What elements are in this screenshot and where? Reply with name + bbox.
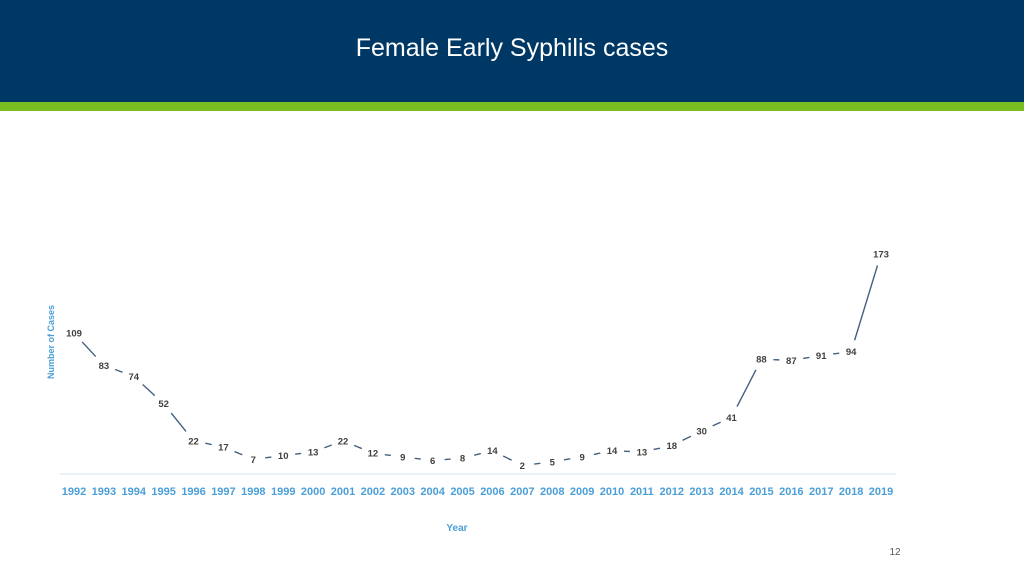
data-label: 17 bbox=[218, 442, 229, 453]
series-line-segment bbox=[653, 447, 661, 451]
x-tick-label: 2019 bbox=[869, 486, 893, 498]
x-tick-label: 2016 bbox=[779, 486, 803, 498]
x-tick-label: 2005 bbox=[450, 486, 474, 498]
x-tick-label: 2009 bbox=[570, 486, 594, 498]
x-tick-label: 1992 bbox=[62, 486, 86, 498]
data-label: 18 bbox=[666, 441, 677, 452]
x-tick-label: 2013 bbox=[689, 486, 713, 498]
series-line-segment bbox=[563, 458, 571, 461]
series-line-segment bbox=[205, 442, 212, 446]
series-line-segment bbox=[534, 462, 541, 465]
data-labels: 109 83 74 52 22 17 7 10 13 22 12 9 6 8 14 2 5 9 14 13 18 30 41… bbox=[66, 250, 889, 473]
data-label: 22 bbox=[188, 436, 199, 447]
data-label: 10 bbox=[278, 451, 289, 462]
series-line-segment bbox=[170, 412, 187, 432]
series-line-segment bbox=[265, 456, 272, 459]
x-tick-label: 1996 bbox=[181, 486, 205, 498]
x-tick-label: 1999 bbox=[271, 486, 295, 498]
x-tick-label: 2008 bbox=[540, 486, 564, 498]
data-label: 8 bbox=[460, 454, 465, 465]
data-label: 14 bbox=[487, 446, 498, 457]
x-tick-label: 2002 bbox=[361, 486, 385, 498]
slide-title: Female Early Syphilis cases bbox=[355, 34, 669, 62]
x-tick-labels: 1992 1993 1994 1995 1996 1997 1998 1999 2000 2001… bbox=[62, 486, 893, 498]
x-tick-label: 1995 bbox=[151, 486, 175, 498]
series-line-segment bbox=[142, 384, 156, 397]
data-label: 74 bbox=[128, 372, 139, 383]
x-tick-label: 2004 bbox=[420, 486, 445, 498]
data-label: 88 bbox=[756, 355, 767, 366]
data-label: 13 bbox=[637, 447, 648, 458]
data-label: 30 bbox=[696, 426, 707, 437]
series-line bbox=[81, 265, 879, 465]
series-line-segment bbox=[384, 453, 391, 457]
data-label: 87 bbox=[786, 356, 797, 367]
series-line-segment bbox=[833, 352, 840, 355]
x-tick-label: 1998 bbox=[241, 486, 265, 498]
series-line-segment bbox=[736, 369, 757, 407]
series-line-segment bbox=[114, 368, 123, 373]
series-line-segment bbox=[474, 452, 481, 456]
x-tick-label: 1994 bbox=[122, 486, 147, 498]
series-line-segment bbox=[81, 341, 97, 358]
data-label: 83 bbox=[99, 361, 110, 372]
x-tick-label: 2006 bbox=[480, 486, 504, 498]
series-line-segment bbox=[234, 450, 243, 456]
x-tick-label: 2003 bbox=[391, 486, 415, 498]
data-label: 12 bbox=[368, 449, 379, 460]
series-line-segment bbox=[803, 356, 810, 360]
data-label: 109 bbox=[66, 329, 82, 340]
header-accent-stripe bbox=[0, 102, 1024, 111]
data-label: 52 bbox=[158, 399, 169, 410]
data-label: 22 bbox=[338, 436, 349, 447]
y-axis-label: Number of Cases bbox=[46, 305, 56, 379]
slide-header bbox=[0, 0, 1024, 102]
x-tick-label: 1997 bbox=[211, 486, 235, 498]
series-line-segment bbox=[853, 265, 879, 341]
x-tick-label: 2015 bbox=[749, 486, 773, 498]
series-line-segment bbox=[295, 452, 302, 455]
x-tick-label: 2010 bbox=[600, 486, 624, 498]
x-tick-label: 2017 bbox=[809, 486, 833, 498]
data-label: 13 bbox=[308, 447, 319, 458]
data-label: 94 bbox=[846, 347, 857, 358]
data-label: 6 bbox=[430, 456, 435, 467]
x-axis-label: Year bbox=[446, 523, 467, 534]
data-label: 7 bbox=[251, 455, 256, 466]
series-line-segment bbox=[712, 421, 721, 427]
x-tick-label: 2018 bbox=[839, 486, 863, 498]
data-label: 41 bbox=[726, 413, 737, 424]
series-line-segment bbox=[353, 444, 363, 450]
series-line-segment bbox=[414, 457, 421, 460]
series-line-segment bbox=[682, 435, 692, 442]
x-tick-label: 2007 bbox=[510, 486, 534, 498]
x-tick-label: 2000 bbox=[301, 486, 325, 498]
page-number: 12 bbox=[889, 547, 901, 558]
x-tick-label: 2011 bbox=[630, 486, 654, 498]
data-label: 14 bbox=[607, 446, 618, 457]
series-line-segment bbox=[324, 444, 332, 449]
x-tick-label: 2012 bbox=[660, 486, 684, 498]
data-label: 9 bbox=[400, 452, 405, 463]
x-tick-label: 2014 bbox=[719, 486, 744, 498]
x-tick-label: 2001 bbox=[331, 486, 355, 498]
data-label: 9 bbox=[579, 452, 584, 463]
data-label: 5 bbox=[550, 457, 556, 468]
series-line-segment bbox=[502, 455, 512, 461]
data-label: 173 bbox=[873, 250, 889, 261]
series-line-segment bbox=[593, 452, 601, 456]
data-label: 91 bbox=[816, 351, 827, 362]
x-tick-label: 1993 bbox=[92, 486, 116, 498]
data-label: 2 bbox=[520, 461, 525, 472]
